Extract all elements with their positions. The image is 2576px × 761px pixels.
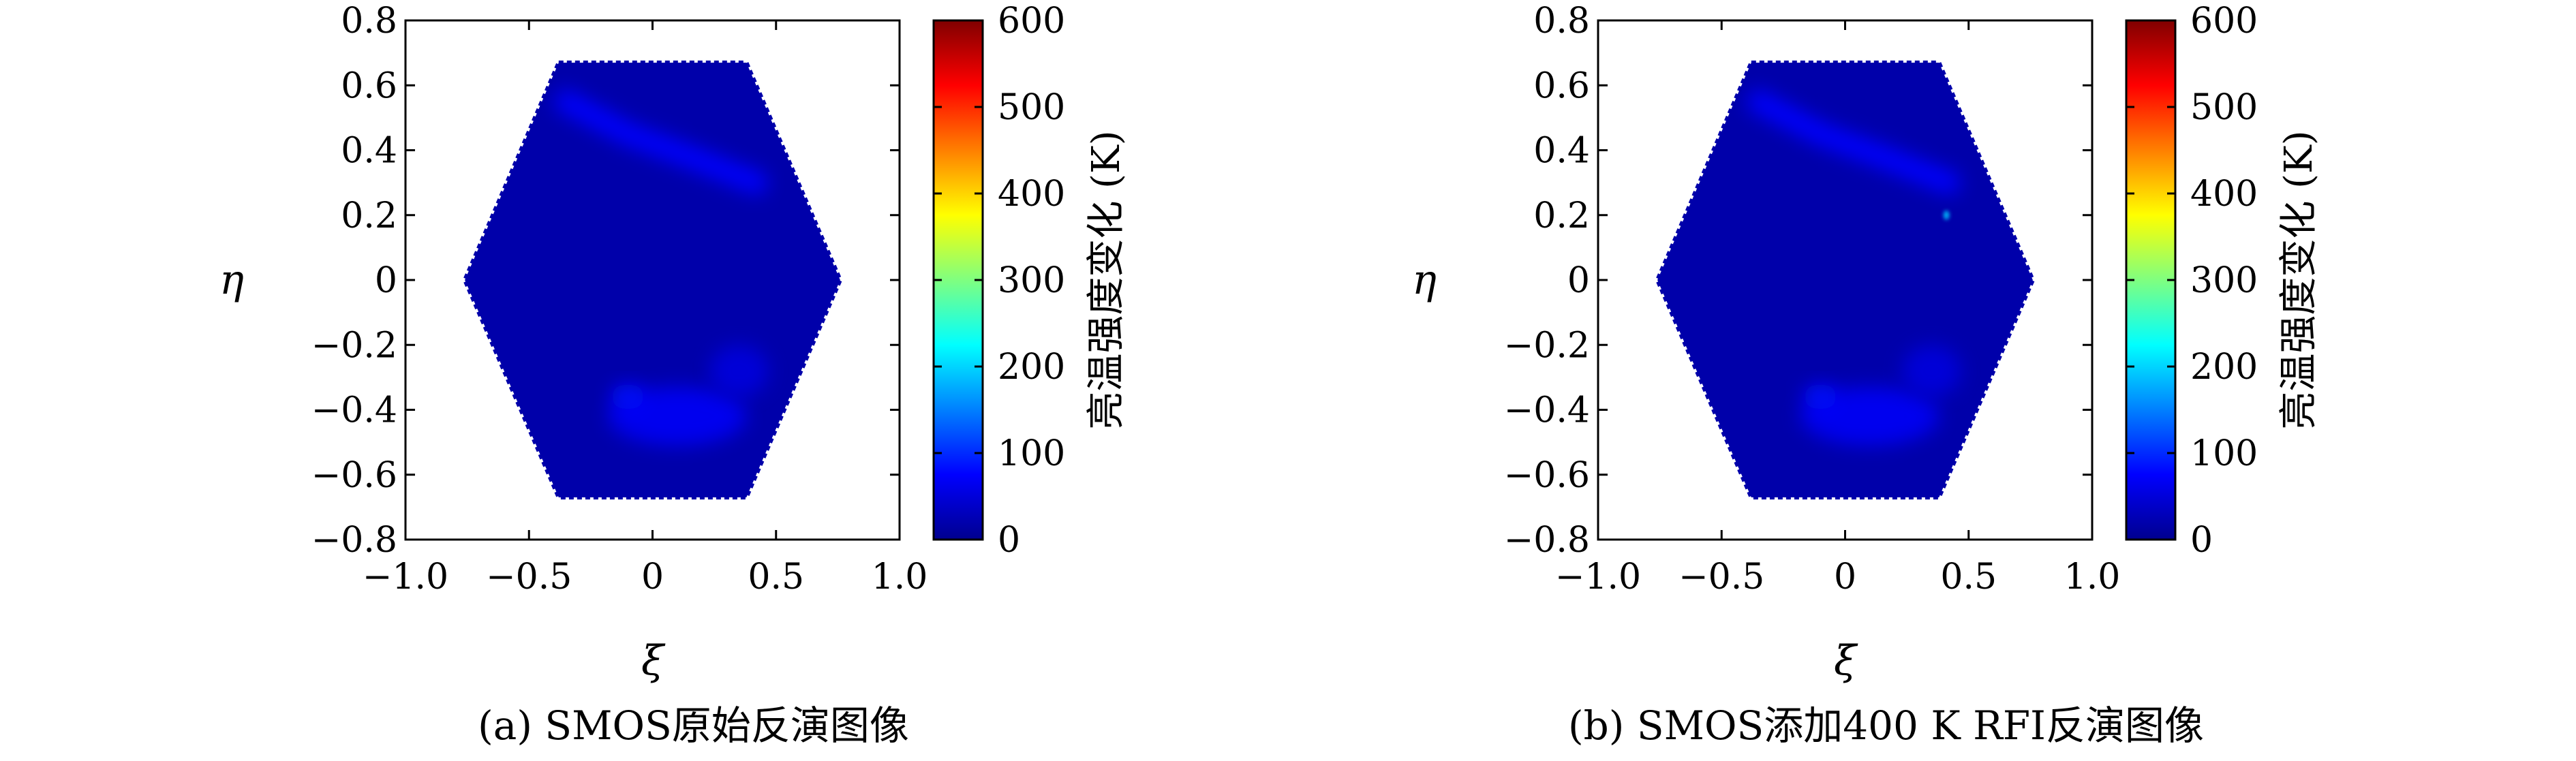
brightness-blob-3 xyxy=(1803,384,1838,410)
brightness-band-0 xyxy=(1747,90,1961,195)
heatmap-plot xyxy=(1655,60,2036,500)
x-tick-label: −0.5 xyxy=(1678,557,1764,597)
colorbar-tick-label: 400 xyxy=(998,174,1065,215)
y-tick-label: 0.2 xyxy=(341,196,397,236)
y-tick-label: 0.4 xyxy=(1533,131,1590,172)
colorbar-ticks: 600 500 400 300 200 100 0 xyxy=(934,1,1065,561)
x-tick-label: −0.5 xyxy=(486,557,572,597)
panel-caption: (b) SMOS添加400 K RFI反演图像 xyxy=(1568,702,2204,749)
y-tick-label: −0.6 xyxy=(311,455,397,496)
x-tick-label: 1.0 xyxy=(2064,557,2121,597)
colorbar-tick-label: 300 xyxy=(2190,260,2258,301)
x-tick-label: −1.0 xyxy=(1555,557,1641,597)
colorbar-label: 亮温强度变化 (K) xyxy=(1084,130,1129,429)
panel-b: −1.0 −0.5 0 0.5 1.0 0.8 0.6 0.4 0.2 0 −0.2 −0.4 −0.… xyxy=(1412,1,2321,749)
y-tick-label: 0 xyxy=(1567,260,1590,301)
y-axis: 0.8 0.6 0.4 0.2 0 −0.2 −0.4 −0.6 −0.8 xyxy=(311,1,900,561)
colorbar-tick-label: 500 xyxy=(998,87,1065,128)
y-tick-label: −0.8 xyxy=(1504,520,1590,561)
y-tick-label: −0.2 xyxy=(1504,325,1590,366)
colorbar-tick-label: 0 xyxy=(2190,520,2213,561)
y-tick-label: 0.2 xyxy=(1533,196,1590,236)
y-tick-label: −0.6 xyxy=(1504,455,1590,496)
y-tick-label: −0.4 xyxy=(1504,390,1590,431)
colorbar-label: 亮温强度变化 (K) xyxy=(2277,130,2321,429)
x-tick-label: 0 xyxy=(1834,557,1856,597)
y-axis: 0.8 0.6 0.4 0.2 0 −0.2 −0.4 −0.6 −0.8 xyxy=(1504,1,2092,561)
y-tick-label: 0.4 xyxy=(341,131,397,172)
panel-caption: (a) SMOS原始反演图像 xyxy=(478,702,909,749)
colorbar-ticks: 600 500 400 300 200 100 0 xyxy=(2126,1,2258,561)
colorbar-tick-label: 200 xyxy=(998,347,1065,388)
y-axis-label: η xyxy=(1412,256,1437,304)
colorbar-tick-label: 600 xyxy=(2190,1,2258,42)
x-tick-label: 0.5 xyxy=(748,557,804,597)
brightness-blob-2 xyxy=(1901,345,1961,397)
brightness-band-0 xyxy=(554,90,768,195)
y-axis-label: η xyxy=(219,256,244,304)
y-tick-label: 0.6 xyxy=(1533,65,1590,106)
rfi-spot-4 xyxy=(1943,211,1950,220)
colorbar-tick-label: 300 xyxy=(998,260,1065,301)
colorbar-tick-label: 100 xyxy=(2190,433,2258,474)
x-tick-label: −1.0 xyxy=(363,557,448,597)
x-axis-label: ξ xyxy=(641,637,666,685)
y-tick-label: −0.8 xyxy=(311,520,397,561)
heatmap-plot xyxy=(462,60,843,500)
x-tick-label: 0 xyxy=(641,557,664,597)
y-tick-label: 0.8 xyxy=(341,1,397,42)
x-axis-label: ξ xyxy=(1834,637,1858,685)
x-tick-label: 1.0 xyxy=(872,557,928,597)
brightness-blob-3 xyxy=(610,384,645,410)
x-axis: −1.0 −0.5 0 0.5 1.0 xyxy=(1555,20,2120,597)
y-tick-label: 0.6 xyxy=(341,65,397,106)
brightness-blob-2 xyxy=(709,345,769,397)
y-tick-label: 0.8 xyxy=(1533,1,1590,42)
x-tick-label: 0.5 xyxy=(1940,557,1997,597)
colorbar-tick-label: 0 xyxy=(998,520,1020,561)
y-tick-label: −0.4 xyxy=(311,390,397,431)
colorbar-tick-label: 400 xyxy=(2190,174,2258,215)
y-tick-label: 0 xyxy=(375,260,397,301)
colorbar-tick-label: 600 xyxy=(998,1,1065,42)
panel-a: −1.0 −0.5 0 0.5 1.0 0.8 0.6 0.4 0.2 0 −0.2 −0.4 −0.… xyxy=(219,1,1129,749)
x-axis: −1.0 −0.5 0 0.5 1.0 xyxy=(363,20,927,597)
colorbar-tick-label: 100 xyxy=(998,433,1065,474)
colorbar-tick-label: 500 xyxy=(2190,87,2258,128)
y-tick-label: −0.2 xyxy=(311,325,397,366)
colorbar-tick-label: 200 xyxy=(2190,347,2258,388)
